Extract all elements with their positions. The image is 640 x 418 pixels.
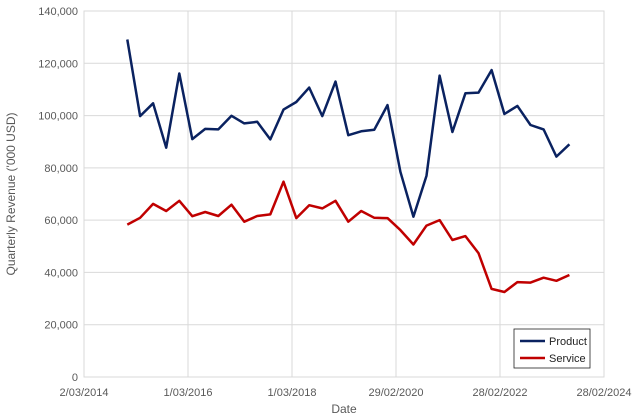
x-tick-label: 2/03/2014 — [60, 387, 109, 399]
y-tick-label: 80,000 — [44, 163, 78, 175]
x-axis-label: Date — [331, 402, 357, 416]
legend-box — [513, 328, 591, 369]
y-tick-label: 140,000 — [38, 6, 78, 18]
x-axis-ticks: 2/03/2014 1/03/2016 1/03/2018 29/02/2020 28/… — [60, 387, 632, 399]
x-tick-label: 28/02/2022 — [472, 387, 527, 399]
y-tick-label: 120,000 — [38, 58, 78, 70]
y-axis-label: Quarterly Revenue ('000 USD) — [4, 112, 18, 275]
series-lines — [126, 39, 571, 294]
y-tick-label: 20,000 — [44, 320, 78, 332]
gridlines — [83, 10, 605, 378]
legend-label-product: Product — [549, 336, 587, 348]
series-line-product — [126, 39, 571, 218]
legend: Product Service — [513, 328, 591, 369]
y-tick-label: 0 — [72, 372, 78, 384]
y-tick-label: 60,000 — [44, 215, 78, 227]
series-line-service — [126, 180, 570, 294]
plot-area-border — [83, 10, 605, 378]
x-tick-label: 29/02/2020 — [368, 387, 423, 399]
y-tick-label: 100,000 — [38, 111, 78, 123]
y-axis-ticks: 0 20,000 40,000 60,000 80,000 100,000 120,000 1… — [38, 6, 78, 384]
x-tick-label: 28/02/2024 — [576, 387, 631, 399]
legend-label-service: Service — [549, 353, 586, 365]
y-tick-label: 40,000 — [44, 267, 78, 279]
x-tick-label: 1/03/2018 — [268, 387, 317, 399]
x-tick-label: 1/03/2016 — [164, 387, 213, 399]
